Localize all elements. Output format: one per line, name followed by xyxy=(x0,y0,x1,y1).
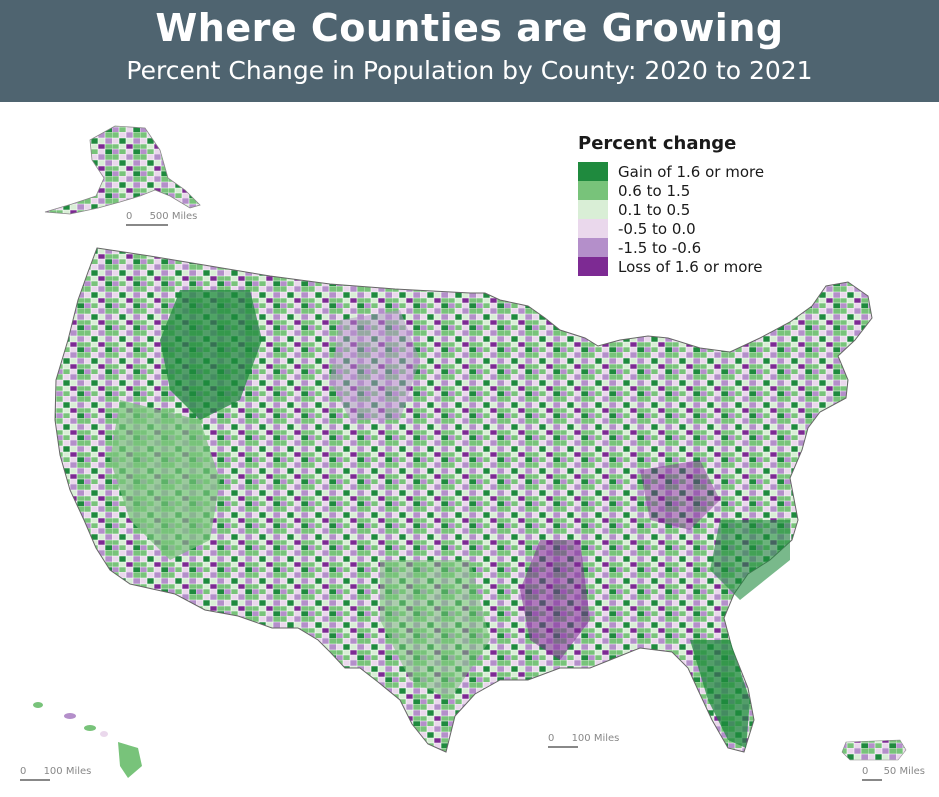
scale-zero: 0 xyxy=(126,211,133,222)
legend-swatch xyxy=(578,257,608,276)
scale-label: 100 Miles xyxy=(571,733,620,744)
scale-bar-hawaii: 0 100 Miles xyxy=(20,766,110,781)
scale-zero: 0 xyxy=(20,766,27,777)
legend-swatch xyxy=(578,219,608,238)
legend: Percent change Gain of 1.6 or more 0.6 t… xyxy=(578,133,818,276)
scale-label: 500 Miles xyxy=(149,211,198,222)
legend-label: -0.5 to 0.0 xyxy=(618,219,696,238)
contiguous-us-shape xyxy=(54,247,873,753)
region-florida xyxy=(690,640,750,748)
legend-item: -1.5 to -0.6 xyxy=(578,238,818,257)
legend-label: 0.1 to 0.5 xyxy=(618,200,691,219)
scale-bar-alaska: 0 500 Miles xyxy=(126,211,221,226)
legend-item: 0.6 to 1.5 xyxy=(578,181,818,200)
legend-swatch xyxy=(578,238,608,257)
region-mississippi-delta xyxy=(520,540,590,660)
county-map xyxy=(33,125,907,778)
scale-label: 50 Miles xyxy=(883,766,926,777)
region-plains xyxy=(330,310,420,420)
legend-label: 0.6 to 1.5 xyxy=(618,181,691,200)
alaska-shape xyxy=(44,125,201,215)
legend-item: -0.5 to 0.0 xyxy=(578,219,818,238)
legend-label: Loss of 1.6 or more xyxy=(618,257,763,276)
legend-swatch xyxy=(578,181,608,200)
map-title: Where Counties are Growing xyxy=(155,6,784,50)
scale-bar-puerto-rico: 0 50 Miles xyxy=(862,766,938,781)
legend-swatch xyxy=(578,162,608,181)
region-great-basin xyxy=(110,400,220,560)
puerto-rico-shape xyxy=(841,739,907,761)
scale-zero: 0 xyxy=(548,733,555,744)
header-banner: Where Counties are Growing Percent Chang… xyxy=(0,0,939,102)
region-texas xyxy=(380,560,490,700)
scale-zero: 0 xyxy=(862,766,869,777)
region-carolinas xyxy=(710,520,790,600)
legend-swatch xyxy=(578,200,608,219)
region-mountain-west xyxy=(160,290,262,420)
scale-label: 100 Miles xyxy=(43,766,92,777)
scale-bar-conus: 0 100 Miles xyxy=(548,733,638,748)
legend-item: 0.1 to 0.5 xyxy=(578,200,818,219)
legend-item: Gain of 1.6 or more xyxy=(578,162,818,181)
legend-item: Loss of 1.6 or more xyxy=(578,257,818,276)
hawaii-islands xyxy=(33,702,142,778)
map-subtitle: Percent Change in Population by County: … xyxy=(126,56,813,85)
legend-title: Percent change xyxy=(578,133,737,154)
legend-label: Gain of 1.6 or more xyxy=(618,162,765,181)
region-appalachia xyxy=(640,460,720,530)
legend-label: -1.5 to -0.6 xyxy=(618,238,702,257)
